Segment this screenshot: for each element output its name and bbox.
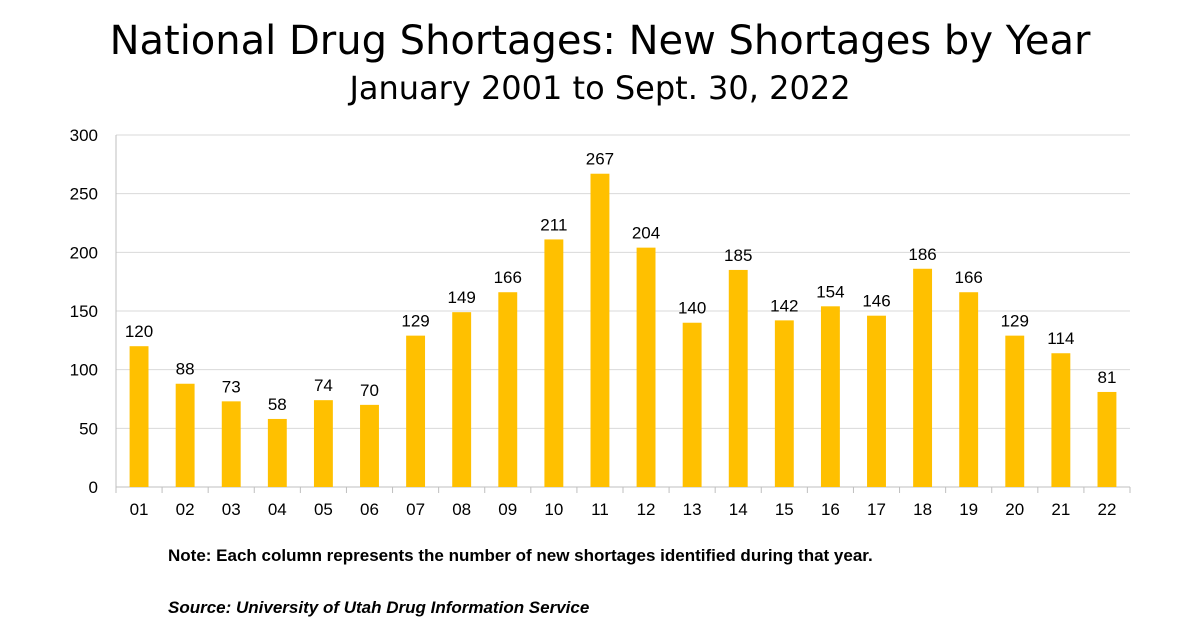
bar [774, 320, 794, 487]
data-label: 81 [1097, 368, 1116, 387]
bar [682, 322, 702, 487]
x-tick-label: 16 [821, 500, 840, 519]
x-tick-label: 21 [1051, 500, 1070, 519]
x-tick-label: 10 [544, 500, 563, 519]
x-tick-label: 19 [959, 500, 978, 519]
x-tick-label: 12 [637, 500, 656, 519]
x-tick-label: 20 [1005, 500, 1024, 519]
bar [590, 173, 610, 487]
bar [867, 315, 886, 487]
data-label: 88 [176, 360, 195, 379]
data-label: 185 [724, 246, 752, 265]
y-tick-label: 200 [70, 243, 98, 262]
x-tick-label: 13 [683, 500, 702, 519]
data-label: 186 [908, 245, 936, 264]
bar [406, 335, 426, 487]
x-tick-label: 15 [775, 500, 794, 519]
bar [267, 418, 287, 487]
x-tick-label: 11 [591, 500, 609, 519]
chart-note: Note: Each column represents the number … [168, 546, 873, 565]
x-tick-label: 08 [452, 500, 471, 519]
data-label: 70 [360, 381, 379, 400]
bar [129, 346, 149, 487]
bar [498, 292, 518, 487]
x-tick-label: 17 [867, 500, 886, 519]
x-tick-label: 14 [729, 500, 748, 519]
data-label: 129 [401, 312, 429, 331]
data-label: 114 [1047, 329, 1074, 348]
x-tick-label: 03 [222, 500, 241, 519]
y-tick-label: 0 [89, 478, 98, 497]
bar [175, 383, 195, 487]
bar [959, 292, 979, 487]
x-tick-label: 22 [1097, 500, 1116, 519]
y-tick-label: 300 [70, 126, 98, 145]
bar [544, 239, 564, 487]
data-label: 154 [816, 282, 844, 301]
data-label: 149 [447, 288, 475, 307]
x-tick-label: 06 [360, 500, 379, 519]
bar [221, 401, 241, 487]
bar [636, 247, 656, 487]
data-label: 58 [268, 395, 287, 414]
y-tick-label: 50 [79, 419, 98, 438]
data-label: 74 [314, 376, 333, 395]
y-tick-label: 150 [70, 302, 98, 321]
data-label: 267 [586, 150, 614, 169]
data-label: 120 [125, 322, 153, 341]
y-tick-label: 100 [70, 361, 98, 380]
x-tick-label: 01 [130, 500, 149, 519]
data-label: 142 [770, 296, 798, 315]
bar [913, 268, 933, 487]
data-label: 146 [862, 292, 890, 311]
bar [313, 400, 333, 487]
bar [452, 312, 472, 487]
x-tick-label: 07 [406, 500, 425, 519]
bar [1097, 391, 1117, 487]
bar [728, 269, 748, 487]
bar [360, 404, 379, 487]
data-label: 166 [954, 268, 982, 287]
chart-subtitle: January 2001 to Sept. 30, 2022 [349, 69, 851, 107]
bar [820, 306, 840, 487]
y-tick-label: 250 [70, 185, 98, 204]
x-tick-label: 18 [913, 500, 932, 519]
data-label: 166 [494, 268, 522, 287]
bar [1051, 353, 1071, 487]
data-label: 73 [222, 377, 241, 396]
x-tick-label: 05 [314, 500, 333, 519]
data-label: 129 [1001, 312, 1029, 331]
data-label: 140 [678, 299, 706, 318]
x-tick-label: 04 [268, 500, 287, 519]
bar [1005, 335, 1025, 487]
x-tick-label: 02 [176, 500, 195, 519]
data-label: 204 [632, 224, 660, 243]
x-tick-label: 09 [498, 500, 517, 519]
chart-source: Source: University of Utah Drug Informat… [168, 598, 590, 617]
chart-title: National Drug Shortages: New Shortages b… [109, 18, 1091, 64]
data-label: 211 [540, 215, 567, 234]
